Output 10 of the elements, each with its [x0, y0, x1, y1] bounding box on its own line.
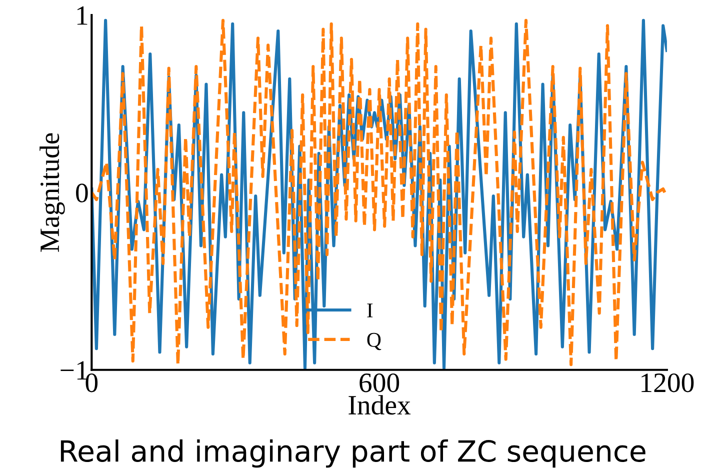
y-tick-label: 1 — [77, 6, 88, 25]
x-tick-label: 1200 — [642, 373, 694, 392]
text: Real and imaginary part of ZC sequence — [60, 439, 646, 468]
legend-label: I — [367, 304, 373, 318]
y-axis-title: Magnitude — [40, 133, 65, 252]
y-tick-label: −1 — [60, 361, 88, 380]
legend-label: Q — [367, 332, 382, 350]
y-tick-label: 0 — [76, 184, 88, 202]
x-axis-title: Index — [348, 395, 411, 415]
x-tick-label: 600 — [360, 373, 400, 392]
